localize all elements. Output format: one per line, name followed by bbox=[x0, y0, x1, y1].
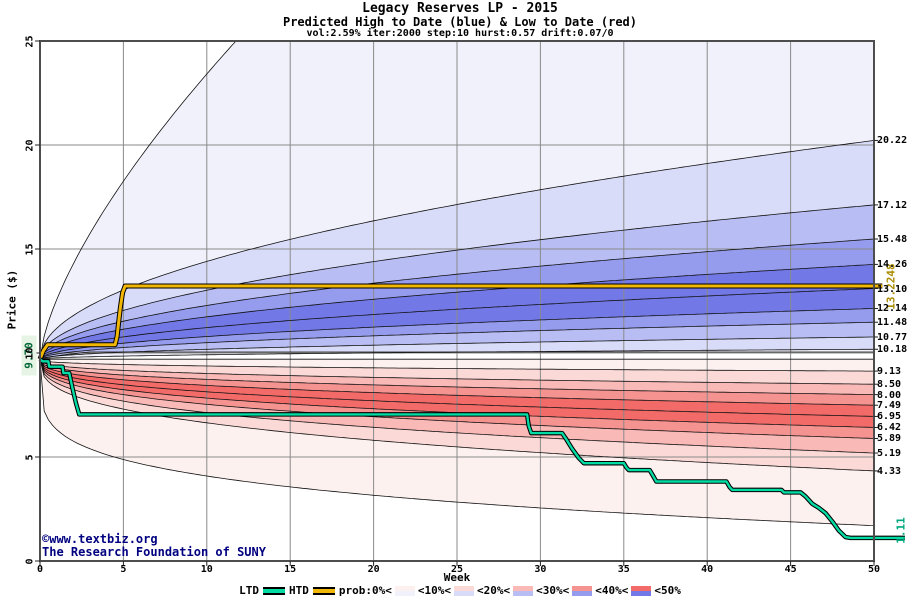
legend-htd-line-swatch bbox=[312, 586, 335, 595]
legend-prob-label: prob:0%< bbox=[338, 584, 392, 597]
y-tick-label: 0 bbox=[24, 558, 36, 565]
boundary-value-label: 10.77 bbox=[877, 331, 908, 343]
boundary-value-label: 5.19 bbox=[877, 448, 902, 460]
boundary-value-label: 6.42 bbox=[877, 422, 902, 434]
x-tick-label: 15 bbox=[284, 564, 297, 575]
x-tick-label: 50 bbox=[867, 564, 881, 575]
percentile-boundary-line bbox=[39, 359, 875, 454]
x-axis-label: Week bbox=[443, 571, 471, 584]
legend-prob-swatch bbox=[453, 585, 474, 596]
boundary-value-label: 15.48 bbox=[877, 234, 908, 246]
htd-line bbox=[38, 284, 883, 360]
boundary-value-label: 20.22 bbox=[877, 135, 908, 147]
percentile-boundary-line bbox=[39, 358, 874, 372]
percentile-boundary-line bbox=[39, 308, 875, 360]
x-tick-label: 30 bbox=[534, 564, 547, 575]
high-fan-band bbox=[40, 288, 874, 360]
boundary-value-label: 10.18 bbox=[877, 344, 908, 356]
x-tick-label: 25 bbox=[450, 564, 464, 575]
ltd-final-value-label: 1.11 bbox=[894, 517, 908, 544]
boundary-value-label: 7.49 bbox=[877, 400, 902, 412]
legend-prob-label: <40%< bbox=[595, 584, 629, 597]
low-fan-band bbox=[40, 359, 874, 406]
chart-title: Legacy Reserves LP - 2015 bbox=[362, 1, 558, 16]
low-fan-band bbox=[40, 359, 874, 526]
boundary-value-label: 6.95 bbox=[877, 411, 902, 423]
y-axis-label: Price ($) bbox=[5, 269, 19, 330]
legend-prob-label: <10%< bbox=[417, 584, 451, 597]
legend-prob-swatch bbox=[631, 585, 652, 596]
high-fan-band bbox=[40, 308, 874, 360]
y-tick-label: 25 bbox=[24, 35, 36, 48]
percentile-boundary-line bbox=[39, 238, 875, 360]
boundary-value-label: 12.14 bbox=[877, 303, 908, 315]
boundary-value-label: 17.12 bbox=[877, 199, 908, 211]
x-tick-label: 10 bbox=[200, 564, 213, 575]
boundary-value-label: 9.13 bbox=[877, 366, 902, 378]
percentile-boundary-line bbox=[39, 358, 875, 395]
legend-prob-swatch bbox=[572, 585, 593, 596]
x-tick-label: 45 bbox=[784, 564, 797, 575]
ltd-line bbox=[39, 358, 905, 540]
chart-legend: LTD HTD prob:0%< <10%< <20%< <30%< <40%< <50% bbox=[0, 584, 920, 597]
percentile-boundary-line bbox=[39, 358, 875, 406]
legend-ltd-line-swatch bbox=[263, 586, 285, 595]
y-tick-label: 15 bbox=[24, 243, 36, 256]
legend-probability-items: prob:0%< <10%< <20%< <30%< <40%< <50% bbox=[339, 584, 681, 597]
boundary-value-label: 11.48 bbox=[877, 317, 908, 329]
legend-prob-swatch bbox=[513, 585, 534, 596]
legend-htd-label: HTD bbox=[289, 584, 309, 597]
percentile-boundary-line bbox=[39, 140, 875, 360]
x-tick-label: 0 bbox=[36, 564, 44, 575]
percentile-boundary-line bbox=[39, 204, 875, 360]
legend-prob-label: <30%< bbox=[536, 584, 570, 597]
chart-parameters: vol:2.59% iter:2000 step:10 hurst:0.57 d… bbox=[306, 28, 614, 39]
percentile-boundary-line bbox=[39, 336, 874, 360]
copyright-link[interactable]: ©www.textbiz.org bbox=[42, 532, 158, 546]
boundary-value-label: 5.89 bbox=[877, 433, 902, 445]
boundary-value-label: 13.10 bbox=[877, 283, 908, 295]
percentile-boundary-line bbox=[39, 288, 875, 360]
x-tick-label: 35 bbox=[617, 564, 630, 575]
percentile-boundary-line bbox=[39, 359, 875, 526]
boundary-value-label: 4.33 bbox=[877, 465, 902, 477]
chart-subtitle: Predicted High to Date (blue) & Low to D… bbox=[282, 15, 637, 29]
percentile-boundary-line bbox=[39, 358, 874, 385]
boundary-value-label: 14.26 bbox=[877, 259, 908, 271]
percentile-boundary-line bbox=[39, 321, 875, 360]
percentile-boundary-line bbox=[39, 359, 875, 439]
y-tick-label: 10 bbox=[24, 347, 36, 360]
percentile-boundary-line bbox=[39, 351, 874, 360]
x-tick-label: 5 bbox=[120, 564, 127, 575]
legend-ltd-label: LTD bbox=[239, 584, 259, 597]
low-fan-band bbox=[40, 359, 874, 417]
legend-prob-swatch bbox=[394, 585, 415, 596]
legend-prob-label: <20%< bbox=[476, 584, 511, 597]
percentile-boundary-line bbox=[39, 359, 875, 417]
percentile-boundary-line bbox=[39, 359, 875, 472]
high-fan-band bbox=[40, 204, 874, 360]
boundary-value-label: 8.50 bbox=[877, 379, 902, 391]
percentile-boundary-line bbox=[39, 264, 875, 360]
y-tick-label: 20 bbox=[24, 139, 36, 152]
y-tick-label: 5 bbox=[24, 454, 36, 461]
x-tick-label: 40 bbox=[701, 564, 714, 575]
attribution-text: The Research Foundation of SUNY bbox=[42, 545, 266, 559]
boundary-value-label: 8.00 bbox=[877, 389, 902, 401]
low-fan-band bbox=[40, 359, 874, 395]
x-tick-label: 20 bbox=[367, 564, 380, 575]
high-fan-band bbox=[40, 239, 874, 360]
legend-prob-label: <50% bbox=[654, 584, 681, 597]
